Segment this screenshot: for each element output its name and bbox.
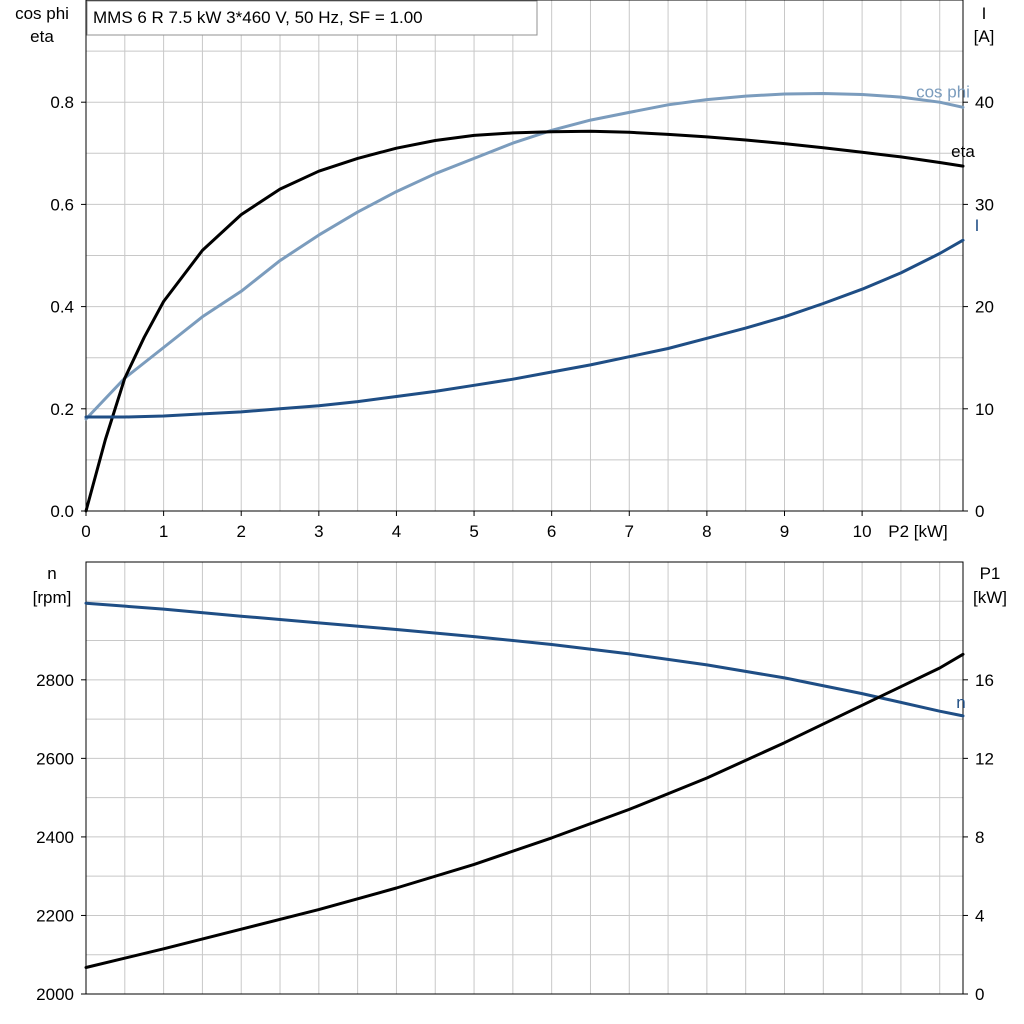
x-tick-label: 9 bbox=[780, 522, 789, 541]
right-tick-label: 4 bbox=[975, 906, 984, 925]
bottom-right-axis-title-line2: [kW] bbox=[973, 588, 1007, 607]
x-tick-label: 4 bbox=[392, 522, 401, 541]
top-panel: 0.0 0.2 0.4 0.6 0.8 0 10 20 30 40 0 1 2 3 4 5 6 7 8 9 10 cos … bbox=[50, 0, 994, 541]
x-tick-label: 1 bbox=[159, 522, 168, 541]
left-tick-label: 0.2 bbox=[50, 400, 74, 419]
series-label: eta bbox=[951, 142, 975, 161]
series-line-eta bbox=[84, 129, 965, 513]
left-tick-label: 2600 bbox=[36, 749, 74, 768]
right-tick-label: 0 bbox=[975, 502, 984, 521]
series-label: n bbox=[956, 693, 965, 712]
bottom-right-axis-title-line1: P1 bbox=[980, 564, 1001, 583]
chart-title: MMS 6 R 7.5 kW 3*460 V, 50 Hz, SF = 1.00 bbox=[93, 8, 423, 27]
top-left-axis-title-line2: eta bbox=[30, 27, 54, 46]
series-line-n bbox=[84, 601, 965, 718]
top-left-axis-title-line1: cos phi bbox=[15, 4, 69, 23]
series-label: cos phi bbox=[916, 82, 970, 101]
left-tick-label: 2400 bbox=[36, 828, 74, 847]
x-tick-label: 7 bbox=[625, 522, 634, 541]
series-label: I bbox=[975, 216, 980, 235]
left-tick-label: 0.0 bbox=[50, 502, 74, 521]
plot-frame bbox=[85, 561, 964, 995]
x-tick-label: 2 bbox=[236, 522, 245, 541]
bottom-left-axis-title-line1: n bbox=[47, 564, 56, 583]
right-tick-label: 12 bbox=[975, 749, 994, 768]
x-tick-label: 10 bbox=[853, 522, 872, 541]
top-right-axis-title-line2: [A] bbox=[974, 27, 995, 46]
left-tick-label: 0.8 bbox=[50, 93, 74, 112]
x-tick-label: 0 bbox=[81, 522, 90, 541]
bottom-left-axis-title-line2: [rpm] bbox=[33, 588, 72, 607]
left-tick-label: 2200 bbox=[36, 906, 74, 925]
right-tick-label: 20 bbox=[975, 298, 994, 317]
right-tick-label: 16 bbox=[975, 671, 994, 690]
left-tick-label: 0.6 bbox=[50, 195, 74, 214]
x-tick-label: 5 bbox=[469, 522, 478, 541]
series-line-cos-phi bbox=[84, 92, 965, 421]
right-tick-label: 10 bbox=[975, 400, 994, 419]
right-tick-label: 30 bbox=[975, 195, 994, 214]
series-line-p1 bbox=[84, 652, 965, 969]
title-box bbox=[86, 0, 538, 36]
x-axis-title: P2 [kW] bbox=[888, 522, 948, 541]
left-tick-label: 2000 bbox=[36, 985, 74, 1004]
x-tick-label: 3 bbox=[314, 522, 323, 541]
bottom-panel: 2000 2200 2400 2600 2800 0 4 8 12 16 n bbox=[36, 561, 994, 1004]
left-tick-label: 2800 bbox=[36, 671, 74, 690]
x-tick-label: 8 bbox=[702, 522, 711, 541]
top-right-axis-title-line1: I bbox=[982, 4, 987, 23]
right-tick-label: 0 bbox=[975, 985, 984, 1004]
right-tick-label: 8 bbox=[975, 828, 984, 847]
x-tick-label: 6 bbox=[547, 522, 556, 541]
series-line-i bbox=[84, 238, 965, 419]
plot-frame bbox=[85, 0, 964, 512]
left-tick-label: 0.4 bbox=[50, 298, 74, 317]
right-tick-label: 40 bbox=[975, 93, 994, 112]
